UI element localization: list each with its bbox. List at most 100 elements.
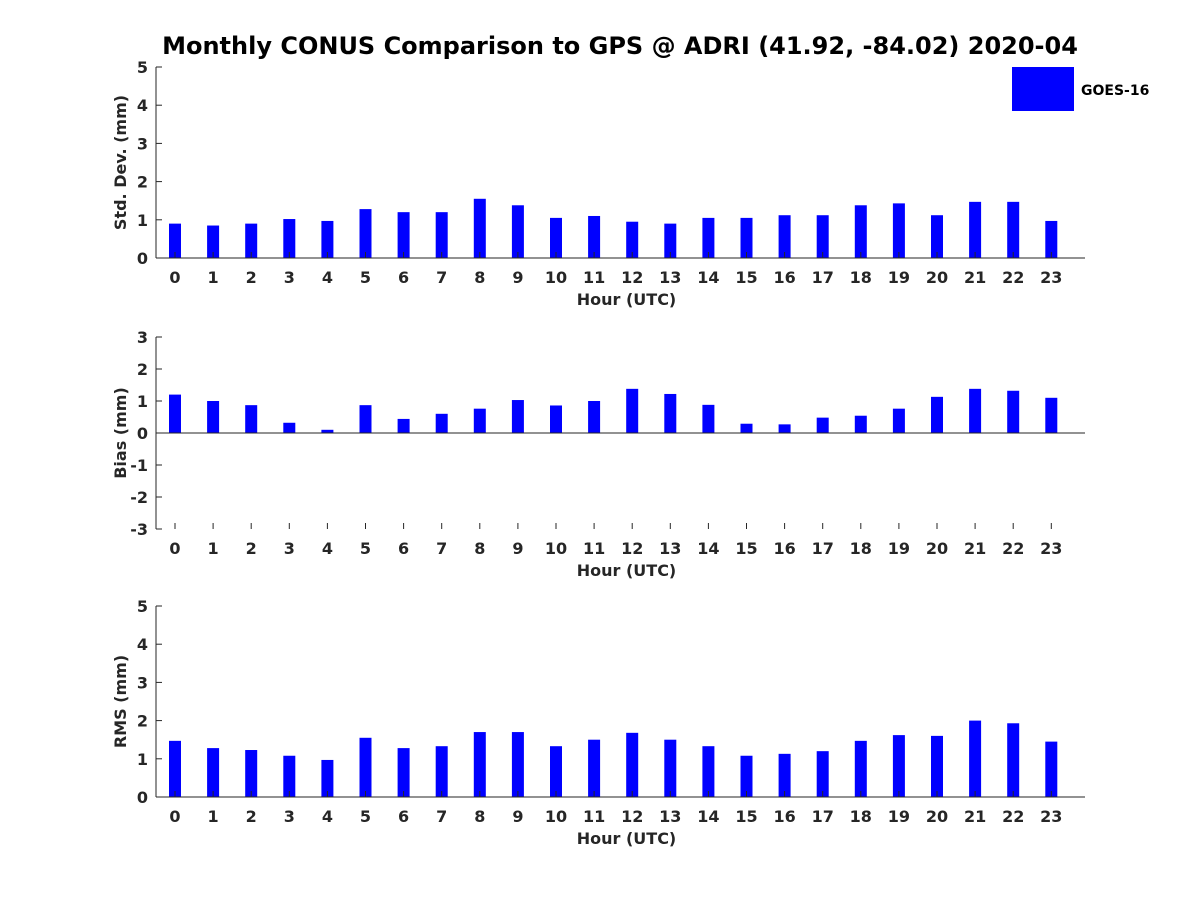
bar [359,737,372,797]
x-tick-label: 16 [773,268,795,287]
x-tick-label: 20 [926,807,948,826]
bar [511,205,524,258]
x-tick-label: 17 [812,807,834,826]
x-tick-label: 1 [208,807,219,826]
y-tick-label: 2 [137,360,148,379]
y-tick-label: 5 [137,597,148,616]
x-tick-label: 7 [436,268,447,287]
bar [892,735,905,797]
bar [854,205,867,258]
bar [588,739,601,797]
x-tick-label: 8 [474,539,485,558]
y-axis-label: Bias (mm) [111,387,130,479]
bar [245,223,258,258]
bar [397,212,410,258]
bar [969,201,982,258]
x-axis-label: Hour (UTC) [577,829,677,848]
y-tick-label: 1 [137,750,148,769]
bar [473,198,486,258]
x-tick-label: 9 [512,807,523,826]
x-tick-label: 14 [697,268,719,287]
y-axis-label: Std. Dev. (mm) [111,95,130,230]
bar [664,739,677,797]
x-tick-label: 6 [398,268,409,287]
x-tick-label: 6 [398,539,409,558]
x-tick-label: 8 [474,807,485,826]
bar [740,755,753,797]
x-tick-label: 18 [850,539,872,558]
y-tick-label: 4 [137,635,148,654]
x-tick-label: 10 [545,268,567,287]
x-tick-label: 9 [512,268,523,287]
x-tick-label: 16 [773,807,795,826]
chart-title: Monthly CONUS Comparison to GPS @ ADRI (… [162,32,1078,60]
x-tick-label: 18 [850,807,872,826]
bar [816,417,829,433]
bar [969,388,982,433]
y-tick-label: 2 [137,712,148,731]
x-tick-label: 7 [436,539,447,558]
y-tick-label: -2 [130,488,148,507]
x-tick-label: 22 [1002,539,1024,558]
x-tick-label: 4 [322,807,333,826]
y-tick-label: 3 [137,134,148,153]
x-tick-label: 12 [621,807,643,826]
x-tick-label: 13 [659,807,681,826]
x-axis-label: Hour (UTC) [577,290,677,309]
bar [397,748,410,797]
x-tick-label: 11 [583,807,605,826]
x-tick-label: 20 [926,268,948,287]
x-tick-label: 17 [812,268,834,287]
bar [207,401,220,433]
bar [473,408,486,433]
x-tick-label: 3 [284,539,295,558]
bar [245,405,258,433]
y-tick-label: -3 [130,520,148,539]
bar [283,755,296,797]
y-tick-label: 1 [137,211,148,230]
x-tick-label: 5 [360,268,371,287]
x-tick-label: 2 [246,807,257,826]
x-tick-label: 23 [1040,268,1062,287]
bar [931,215,943,258]
x-tick-label: 1 [208,268,219,287]
bar [892,203,905,258]
x-tick-label: 23 [1040,807,1062,826]
y-tick-label: -1 [130,456,148,475]
bar [169,223,181,258]
bar [435,746,448,797]
x-tick-label: 2 [246,539,257,558]
bar [854,740,867,797]
bar [283,219,296,258]
bar [359,405,372,433]
x-tick-label: 10 [545,539,567,558]
bar [626,388,639,433]
bar [816,751,829,797]
y-tick-label: 4 [137,96,148,115]
x-tick-label: 0 [169,268,180,287]
legend-label-goes-16: GOES-16 [1081,83,1149,99]
bar [321,429,334,433]
x-axis-label: Hour (UTC) [577,561,677,580]
x-tick-label: 1 [208,539,219,558]
bar [207,225,220,258]
x-tick-label: 19 [888,539,910,558]
bar [778,215,791,258]
bar [778,753,791,797]
bar [359,209,372,258]
x-tick-label: 8 [474,268,485,287]
y-tick-label: 3 [137,673,148,692]
bar [435,212,448,258]
x-tick-label: 16 [773,539,795,558]
bar [816,215,829,258]
x-tick-label: 22 [1002,268,1024,287]
bar [321,220,334,258]
x-tick-label: 14 [697,539,719,558]
bar [626,221,639,258]
x-tick-label: 5 [360,807,371,826]
bar [1045,220,1058,258]
